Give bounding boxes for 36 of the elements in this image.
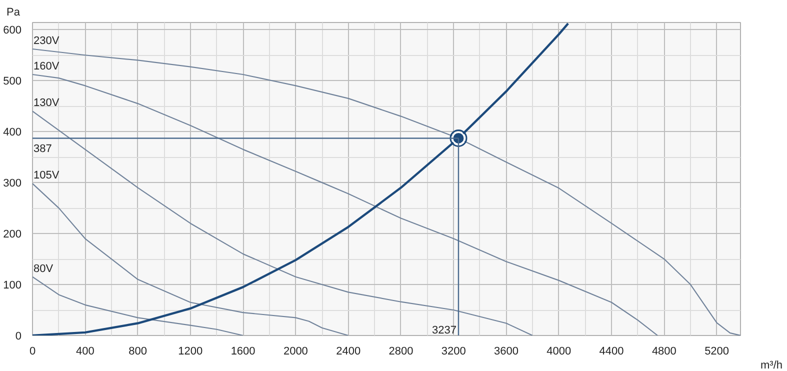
line-series	[32, 48, 740, 336]
x-axis-title: m³/h	[760, 360, 782, 371]
x-tick-label: 1200	[178, 346, 203, 358]
x-tick-label: 2400	[336, 346, 361, 358]
line-series	[32, 276, 244, 336]
x-tick-label: 2000	[283, 346, 308, 358]
ref-line-label: 387	[34, 143, 52, 156]
line-series	[32, 74, 658, 336]
x-tick-label: 3200	[441, 346, 466, 358]
x-tick-label: 0	[29, 346, 36, 358]
x-tick-label: 1600	[230, 346, 256, 358]
line-series	[32, 22, 570, 336]
x-tick-label: 4800	[652, 346, 676, 358]
series-label: 230V	[34, 35, 60, 48]
y-tick-label: 100	[3, 280, 22, 292]
y-axis-title: Pa	[6, 6, 21, 18]
x-tick-label: 4000	[546, 346, 572, 358]
y-tick-label: 500	[3, 76, 22, 88]
y-tick-label: 200	[3, 228, 22, 241]
x-tick-label: 4400	[599, 346, 624, 358]
series-label: 105V	[34, 170, 60, 182]
ref-line-label: 3237	[432, 324, 456, 336]
x-tick-label: 800	[128, 346, 147, 358]
y-tick-label: 0	[15, 330, 22, 342]
x-tick-label: 400	[76, 346, 94, 358]
x-tick-label: 2800	[388, 346, 414, 358]
series-label: 160V	[34, 60, 60, 72]
y-tick-label: 400	[3, 126, 22, 139]
series-label: 80V	[34, 262, 54, 275]
line-series	[32, 110, 534, 336]
x-tick-label: 3600	[494, 346, 519, 358]
y-tick-label: 300	[3, 178, 22, 190]
x-tick-label: 5200	[704, 346, 730, 358]
line-series	[32, 183, 349, 336]
series-label: 130V	[34, 97, 60, 110]
y-tick-label: 600	[3, 24, 22, 37]
